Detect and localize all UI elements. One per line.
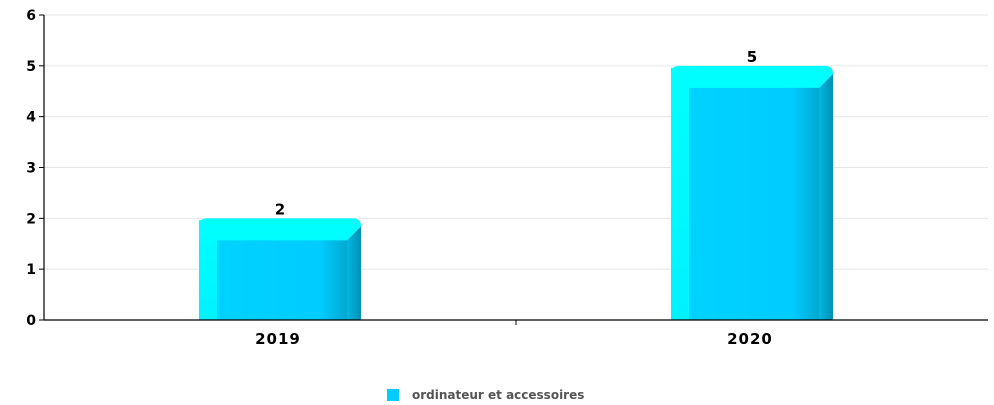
x-tick-label: 2020 (727, 330, 773, 348)
legend-label: ordinateur et accessoires (412, 388, 585, 402)
y-tick-label: 4 (26, 110, 36, 126)
y-axis-ticks: 0 1 2 3 4 5 6 (26, 8, 36, 329)
gridlines (44, 14, 988, 270)
bars (199, 65, 833, 320)
y-tick-label: 2 (26, 211, 36, 227)
y-tick-label: 1 (26, 262, 36, 278)
data-label: 2 (275, 200, 285, 218)
bar-side (819, 73, 833, 320)
bar-bevel (199, 218, 361, 320)
x-tick-label: 2019 (255, 330, 301, 348)
y-tick-label: 6 (26, 8, 36, 24)
legend-swatch (387, 389, 399, 401)
y-tick-label: 3 (26, 161, 36, 177)
bar-bevel (671, 65, 833, 320)
x-axis-labels: 2019 2020 (255, 330, 773, 348)
data-label: 5 (747, 48, 757, 66)
legend: ordinateur et accessoires (387, 385, 584, 405)
data-labels: 25 (275, 48, 757, 218)
axes (39, 14, 988, 325)
bar-side (347, 226, 361, 320)
y-tick-label: 5 (26, 59, 36, 75)
bar (671, 67, 819, 320)
y-tick-label: 0 (26, 313, 36, 329)
